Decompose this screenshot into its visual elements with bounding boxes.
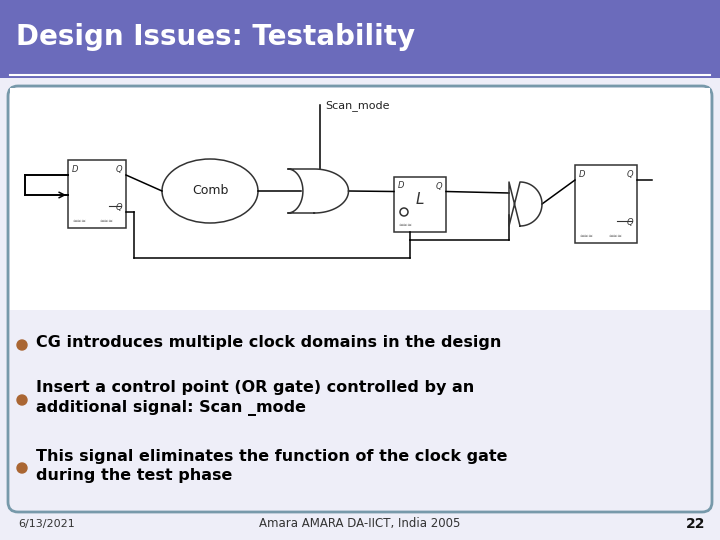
Text: Comb: Comb bbox=[192, 185, 228, 198]
Text: L: L bbox=[415, 192, 424, 207]
Text: Q: Q bbox=[115, 203, 122, 212]
Bar bbox=[575, 165, 637, 243]
Text: Q: Q bbox=[626, 218, 633, 227]
Text: 22: 22 bbox=[685, 517, 705, 531]
Text: D: D bbox=[72, 165, 78, 174]
Text: This signal eliminates the function of the clock gate
during the test phase: This signal eliminates the function of t… bbox=[36, 449, 508, 483]
Text: Q: Q bbox=[436, 181, 442, 191]
Polygon shape bbox=[288, 169, 348, 213]
Circle shape bbox=[17, 463, 27, 473]
Text: Amara AMARA DA-IICT, India 2005: Amara AMARA DA-IICT, India 2005 bbox=[259, 517, 461, 530]
Text: ≈≈≈: ≈≈≈ bbox=[398, 222, 412, 227]
Circle shape bbox=[17, 340, 27, 350]
Bar bbox=[10, 88, 710, 310]
Bar bbox=[394, 177, 446, 232]
Text: Q: Q bbox=[115, 165, 122, 174]
Text: Insert a control point (OR gate) controlled by an
additional signal: Scan _mode: Insert a control point (OR gate) control… bbox=[36, 380, 474, 416]
Bar bbox=[68, 160, 126, 228]
Text: ≈≈≈: ≈≈≈ bbox=[72, 219, 86, 224]
Text: ≈≈≈: ≈≈≈ bbox=[608, 234, 622, 239]
Text: D: D bbox=[398, 181, 405, 191]
Text: ≈≈≈: ≈≈≈ bbox=[99, 219, 113, 224]
Circle shape bbox=[17, 395, 27, 405]
Circle shape bbox=[400, 208, 408, 216]
Polygon shape bbox=[509, 182, 542, 226]
Text: 6/13/2021: 6/13/2021 bbox=[18, 519, 75, 529]
Ellipse shape bbox=[162, 159, 258, 223]
Text: D: D bbox=[579, 170, 585, 179]
FancyBboxPatch shape bbox=[8, 86, 712, 512]
Text: CG introduces multiple clock domains in the design: CG introduces multiple clock domains in … bbox=[36, 335, 501, 350]
Text: Scan_mode: Scan_mode bbox=[325, 100, 390, 111]
Text: ≈≈≈: ≈≈≈ bbox=[579, 234, 593, 239]
Bar bbox=[0, 0, 720, 78]
Text: Q: Q bbox=[626, 170, 633, 179]
Text: Design Issues: Testability: Design Issues: Testability bbox=[16, 23, 415, 51]
